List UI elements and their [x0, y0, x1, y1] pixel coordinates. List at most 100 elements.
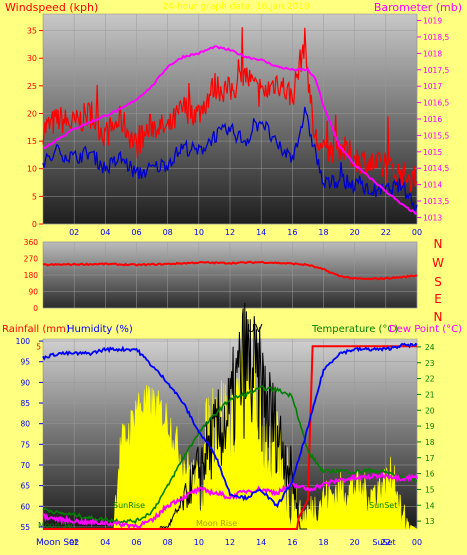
humidity-axis-title: Humidity (%)	[67, 324, 133, 335]
sunrise-label: SunRise	[113, 501, 145, 510]
humidity-x-tick-label: 12	[225, 538, 235, 547]
compass-s: S	[434, 275, 442, 289]
uv-axis-title: UV	[247, 322, 263, 335]
wind-y-tick-label: 5	[32, 192, 37, 201]
wind-y-tick-label: 30	[27, 54, 37, 63]
direction-y-tick-label: 360	[24, 238, 39, 247]
humidity-y-tick-label: 85	[20, 399, 30, 408]
humidity-x-tick-label: 10	[194, 538, 204, 547]
baro-y-tick-label: 1015,5	[423, 131, 449, 140]
baro-y-tick-label: 1013	[423, 213, 442, 222]
wind-direction-series	[42, 260, 418, 281]
humidity-axes: 55 60 65 70 75 80 85 90 95 100 5 13 14 15 16 17 18 19 20 21…	[16, 337, 435, 547]
wind-y-tick-label: 0	[32, 220, 37, 229]
compass-labels: N W S E N	[432, 237, 444, 324]
wind-x-tick-label: 08	[163, 228, 173, 237]
temp-y-tick-label: 19	[425, 422, 435, 431]
humidity-x-tick-label: 02	[69, 538, 79, 547]
temperature-series	[42, 385, 418, 525]
humidity-x-tick-label: 04	[100, 538, 110, 547]
temp-axis-title: Temperature (°C)	[311, 324, 398, 335]
humidity-y-tick-label: 90	[20, 378, 30, 387]
humidity-series	[42, 342, 418, 509]
wind-grid	[43, 14, 418, 225]
moon-set-label: Moon Set	[36, 538, 79, 548]
wind-y-tick-label: 10	[27, 165, 37, 174]
humidity-x-tick-label: 22	[381, 538, 391, 547]
wind-x-tick-label: 22	[381, 228, 391, 237]
temp-y-tick-label: 21	[425, 390, 435, 399]
barometer-series	[42, 45, 418, 215]
baro-y-tick-label: 1018	[423, 49, 442, 58]
humidity-x-tick-label: 06	[131, 538, 141, 547]
wind-y-tick-label: 25	[27, 82, 37, 91]
moon-rise-label: Moon Rise	[196, 519, 237, 528]
wind-x-tick-label: 10	[194, 228, 204, 237]
baro-y-tick-label: 1017,5	[423, 66, 449, 75]
humidity-y-tick-label: 75	[20, 440, 30, 449]
baro-axis-title: Barometer (mb)	[374, 1, 462, 14]
wind-axes: 0510152025303510131013,510141014,5101510…	[27, 17, 450, 237]
wind-plot	[42, 27, 418, 215]
temp-y-tick-label: 16	[425, 470, 435, 479]
graph-date: 24-hour graph data: 16.jan.2018	[162, 2, 310, 12]
baro-y-tick-label: 1013,5	[423, 197, 449, 206]
baro-y-tick-label: 1016,5	[423, 99, 449, 108]
sunset-label: SunSet	[369, 501, 397, 510]
temp-y-tick-label: 14	[425, 501, 435, 510]
wind-x-tick-label: 00	[412, 228, 422, 237]
wind-x-tick-label: 04	[100, 228, 110, 237]
temp-y-tick-label: 18	[425, 438, 435, 447]
baro-y-tick-label: 1018,5	[423, 33, 449, 42]
direction-y-tick-label: 0	[33, 304, 38, 313]
compass-w: W	[432, 256, 444, 270]
temp-y-tick-label: 17	[425, 454, 435, 463]
temp-y-tick-label: 22	[425, 375, 435, 384]
wind-speed-series	[42, 27, 418, 193]
dew-axis-title: Dew Point (°C)	[389, 324, 462, 335]
direction-axes: 0 90 180 270 360	[24, 238, 39, 313]
dew-point-series	[42, 471, 418, 530]
wind-axis-title: Windspeed (kph)	[5, 1, 98, 14]
temp-y-tick-label: 13	[425, 517, 435, 526]
rain-y-tick-label: 5	[36, 342, 41, 351]
humidity-y-tick-label: 95	[20, 358, 30, 367]
rain-series	[43, 345, 417, 530]
baro-y-tick-label: 1016	[423, 115, 442, 124]
baro-y-tick-label: 1014	[423, 181, 442, 190]
humidity-y-tick-label: 70	[20, 461, 30, 470]
baro-y-tick-label: 1015	[423, 148, 442, 157]
temp-y-tick-label: 24	[425, 343, 435, 352]
wind-x-tick-label: 20	[350, 228, 360, 237]
rain-axis-title: Rainfall (mm)	[2, 324, 70, 335]
wind-y-tick-label: 20	[27, 109, 37, 118]
sunset-axis-label: SuSet	[372, 538, 395, 547]
compass-e: E	[434, 292, 442, 306]
moon-set-label-inner: Moon Set	[38, 521, 75, 530]
humidity-y-tick-label: 65	[20, 482, 30, 491]
temp-y-tick-label: 23	[425, 359, 435, 368]
direction-y-tick-label: 180	[24, 271, 39, 280]
baro-y-tick-label: 1017	[423, 82, 442, 91]
wind-y-tick-label: 15	[27, 137, 37, 146]
wind-y-tick-label: 35	[27, 27, 37, 36]
humidity-x-tick-label: 16	[287, 538, 297, 547]
humidity-x-tick-label: 18	[318, 538, 328, 547]
direction-grid	[43, 241, 418, 309]
compass-n-bottom: N	[434, 310, 443, 324]
temp-y-tick-label: 20	[425, 406, 435, 415]
wind-x-tick-label: 18	[318, 228, 328, 237]
direction-y-tick-label: 270	[24, 255, 39, 264]
humidity-x-tick-label: 08	[163, 538, 173, 547]
temp-y-tick-label: 15	[425, 485, 435, 494]
humidity-x-tick-label: 20	[350, 538, 360, 547]
humidity-y-tick-label: 80	[20, 420, 30, 429]
direction-y-tick-label: 90	[28, 288, 38, 297]
baro-y-tick-label: 1019	[423, 17, 442, 26]
baro-y-tick-label: 1014,5	[423, 164, 449, 173]
wind-x-tick-label: 06	[131, 228, 141, 237]
uv-series	[159, 302, 308, 530]
humidity-y-tick-label: 100	[16, 337, 31, 346]
wind-x-tick-label: 14	[256, 228, 266, 237]
humidity-plot	[42, 302, 418, 530]
